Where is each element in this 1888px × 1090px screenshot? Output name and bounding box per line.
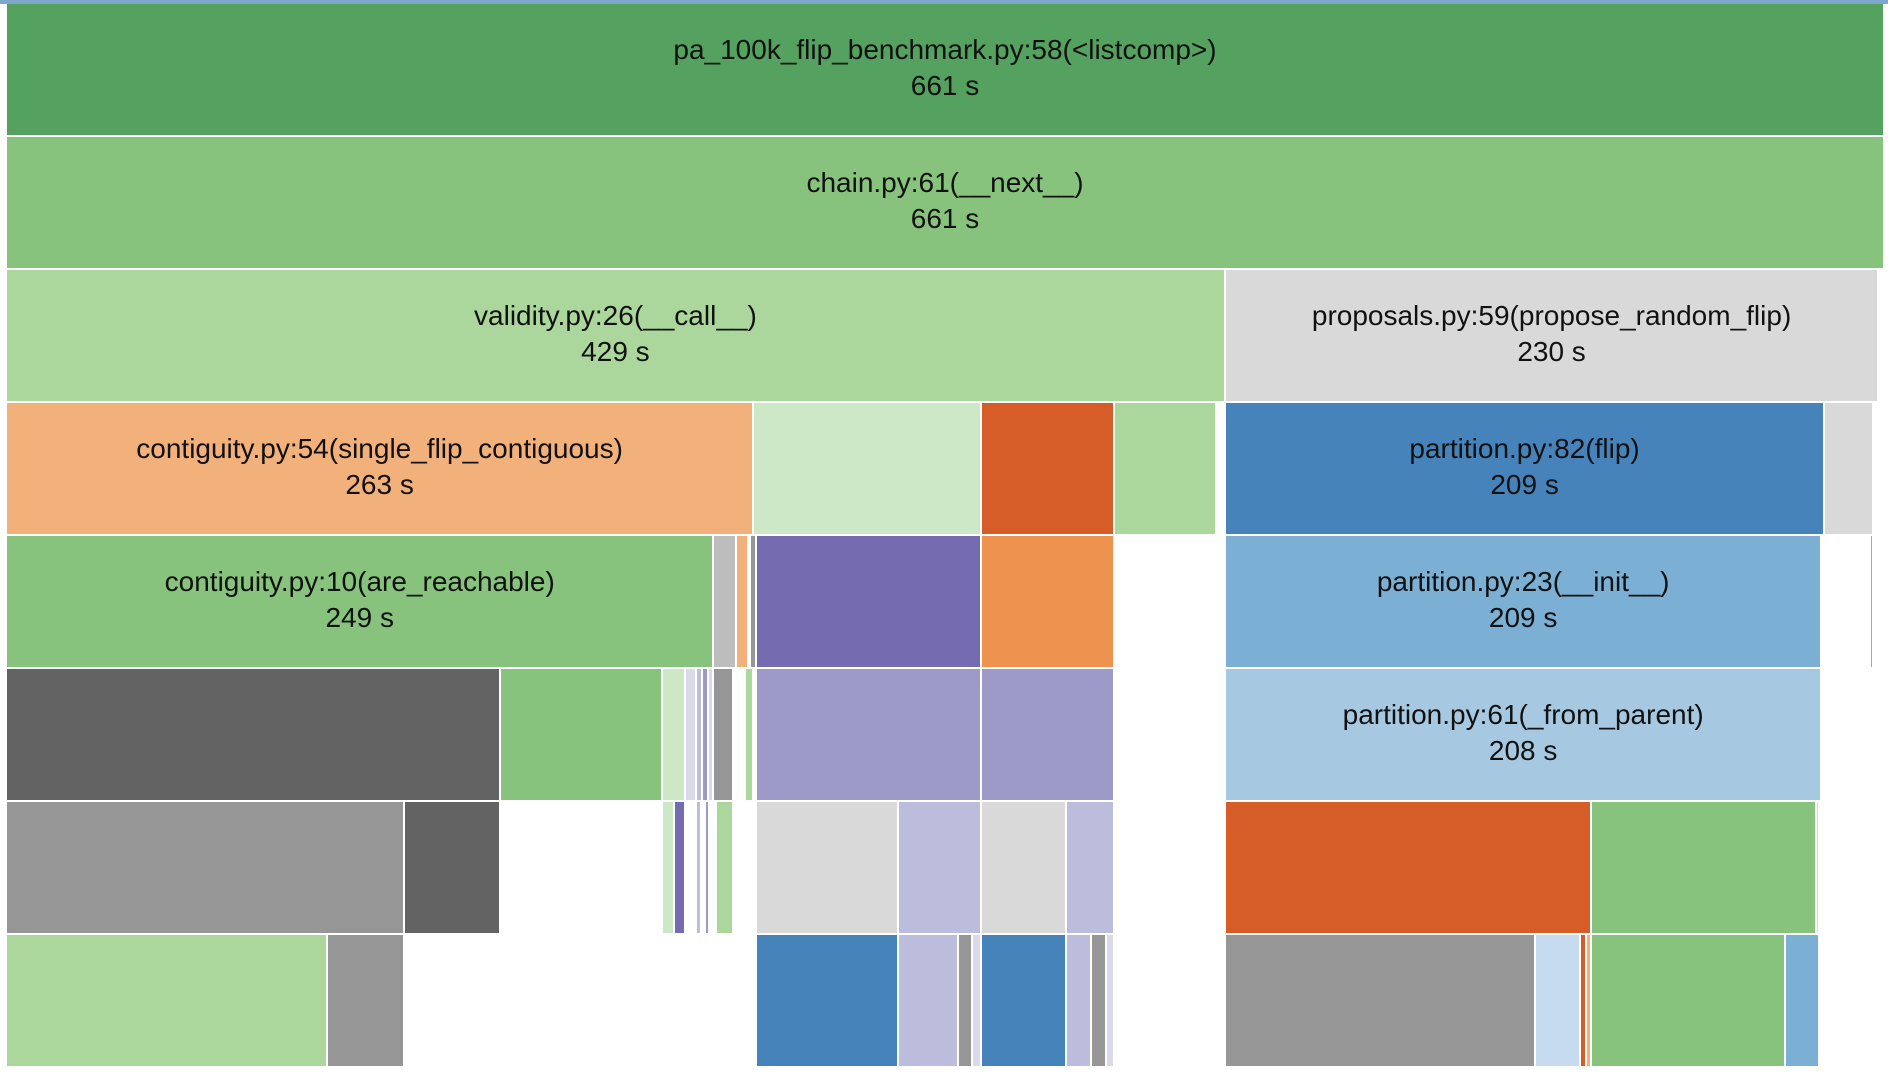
flame-node[interactable]: chain.py:61(__next__) 661 s <box>7 137 1885 270</box>
flame-node[interactable] <box>703 669 709 802</box>
flame-node[interactable] <box>663 802 675 935</box>
flame-node[interactable] <box>757 669 982 802</box>
flame-node-label: pa_100k_flip_benchmark.py:58(<listcomp>) <box>673 34 1217 65</box>
flame-node-time: 429 s <box>581 336 650 367</box>
flame-node[interactable] <box>404 802 502 935</box>
flame-node[interactable] <box>501 669 664 802</box>
flame-node[interactable]: partition.py:61(_from_parent) 208 s <box>1225 669 1823 802</box>
flame-node[interactable] <box>663 669 687 802</box>
flame-node[interactable] <box>754 403 982 536</box>
flame-node[interactable] <box>737 536 749 669</box>
flame-node-time: 263 s <box>345 469 414 500</box>
flame-node-time: 249 s <box>325 602 394 633</box>
flame-node-time: 661 s <box>910 70 980 101</box>
flame-node[interactable] <box>7 802 405 935</box>
flame-node[interactable] <box>1592 935 1786 1068</box>
flame-node[interactable] <box>958 935 973 1068</box>
flame-node-time: 209 s <box>1488 602 1558 633</box>
flame-node[interactable]: proposals.py:59(propose_random_flip) 230 … <box>1225 270 1880 403</box>
flame-node-label: partition.py:61(_from_parent) <box>1342 699 1704 730</box>
flame-node-time: 661 s <box>910 203 980 234</box>
flame-node[interactable]: contiguity.py:54(single_flip_contiguous)… <box>7 403 755 536</box>
flame-node[interactable] <box>1106 935 1116 1068</box>
flame-node[interactable] <box>1066 802 1116 935</box>
flame-node-label: contiguity.py:10(are_reachable) <box>164 566 555 597</box>
flame-node-label: contiguity.py:54(single_flip_contiguous) <box>136 433 623 464</box>
flame-node[interactable] <box>1535 935 1581 1068</box>
flame-node[interactable] <box>714 536 738 669</box>
flame-node[interactable] <box>674 802 687 935</box>
flame-node[interactable] <box>899 935 959 1068</box>
flamegraph-top-border <box>0 0 1888 4</box>
flame-node[interactable] <box>757 802 900 935</box>
flame-node[interactable]: partition.py:23(__init__) 209 s <box>1225 536 1823 669</box>
flame-node[interactable] <box>328 935 405 1068</box>
flame-node[interactable] <box>7 935 329 1068</box>
flame-node[interactable] <box>1092 935 1107 1068</box>
flame-node[interactable] <box>981 669 1116 802</box>
flame-node-label: proposals.py:59(propose_random_flip) <box>1311 300 1792 331</box>
flame-node-label: partition.py:82(flip) <box>1409 433 1640 464</box>
flame-node[interactable] <box>981 935 1067 1068</box>
flame-node[interactable] <box>717 802 735 935</box>
flame-node[interactable] <box>714 669 735 802</box>
flame-node[interactable] <box>899 802 982 935</box>
flame-node[interactable] <box>1870 536 1874 669</box>
flame-node[interactable] <box>981 536 1116 669</box>
flame-node[interactable] <box>745 669 755 802</box>
flame-node[interactable]: pa_100k_flip_benchmark.py:58(<listcomp>)… <box>7 4 1885 137</box>
flame-node[interactable] <box>1785 935 1820 1068</box>
flame-node[interactable] <box>1225 802 1593 935</box>
flame-node[interactable] <box>697 669 704 802</box>
flame-node-time: 208 s <box>1488 735 1558 766</box>
flame-node-time: 230 s <box>1517 336 1586 367</box>
flame-node[interactable] <box>1825 403 1874 536</box>
flame-node-time: 209 s <box>1490 469 1559 500</box>
flame-node[interactable] <box>981 802 1067 935</box>
flame-node[interactable] <box>1580 935 1587 1068</box>
flame-node[interactable] <box>1066 935 1093 1068</box>
flame-node-label: partition.py:23(__init__) <box>1376 566 1670 597</box>
flame-node[interactable] <box>697 802 702 935</box>
flame-node[interactable] <box>708 669 715 802</box>
flame-node[interactable] <box>751 536 758 669</box>
flame-node[interactable] <box>757 935 900 1068</box>
flame-node[interactable]: contiguity.py:10(are_reachable) 249 s <box>7 536 715 669</box>
flame-node[interactable] <box>686 669 698 802</box>
flame-node[interactable] <box>7 669 502 802</box>
flame-node-label: chain.py:61(__next__) <box>806 167 1084 198</box>
flame-node[interactable] <box>1592 802 1817 935</box>
flame-node[interactable] <box>705 802 711 935</box>
flame-node[interactable] <box>1225 935 1536 1068</box>
flame-node[interactable] <box>972 935 982 1068</box>
flame-node[interactable] <box>1115 403 1218 536</box>
flame-node[interactable]: partition.py:82(flip) 209 s <box>1225 403 1826 536</box>
flame-node[interactable] <box>757 536 982 669</box>
flame-node[interactable] <box>981 403 1116 536</box>
flame-node-label: validity.py:26(__call__) <box>474 300 757 331</box>
flame-node[interactable] <box>1816 802 1820 935</box>
flame-node[interactable] <box>1586 935 1593 1068</box>
flame-node[interactable]: validity.py:26(__call__) 429 s <box>7 270 1226 403</box>
